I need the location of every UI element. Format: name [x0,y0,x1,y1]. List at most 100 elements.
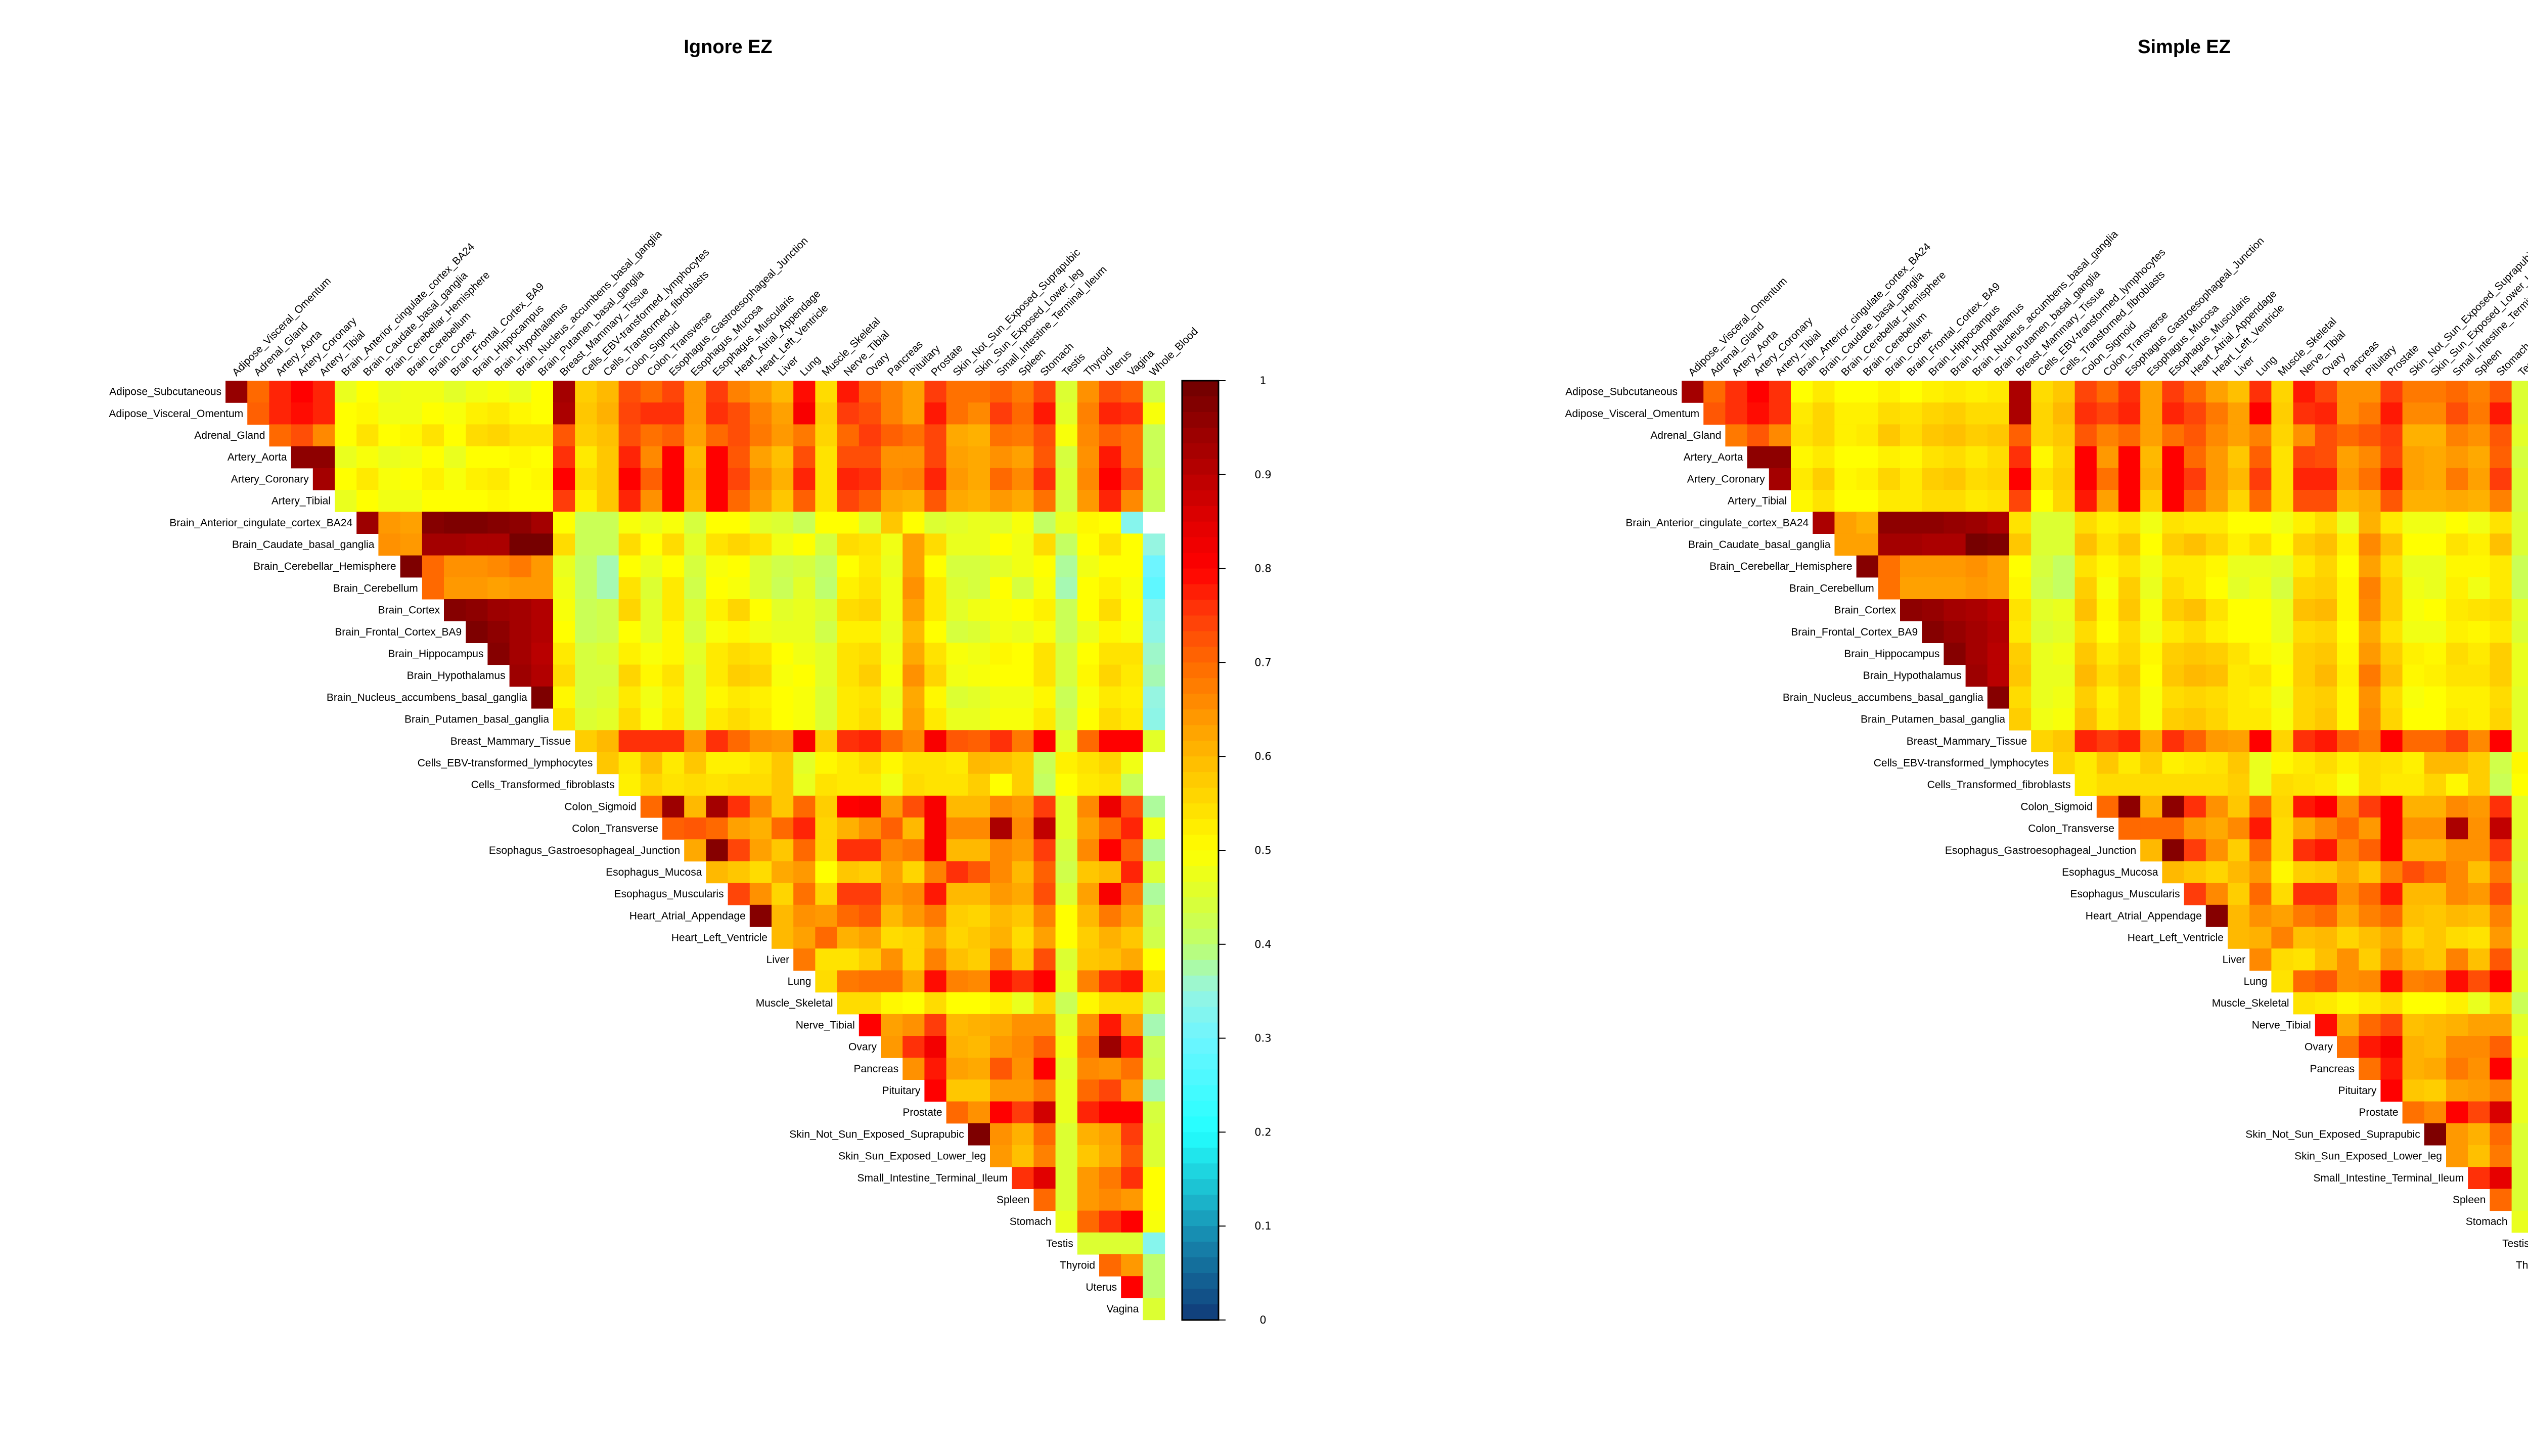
heatmap-cell [1012,1036,1034,1058]
heatmap-cell [924,490,947,512]
heatmap-cell [1856,468,1879,490]
heatmap-cell [749,904,772,927]
heatmap-cell [2162,424,2185,447]
row-label: Small_Intestine_Terminal_Ileum [857,1172,1008,1184]
heatmap-cell [881,708,903,731]
heatmap-cell [1099,599,1121,621]
heatmap-cell [1725,424,1748,447]
heatmap-cell [2468,468,2490,490]
heatmap-cell [2468,643,2490,665]
heatmap-cell [1725,402,1748,425]
heatmap-cell [1099,1123,1121,1146]
heatmap-cell [640,381,663,403]
heatmap-cell [400,512,423,534]
heatmap-cell [946,730,969,752]
heatmap-cell [2249,468,2272,490]
colorbar-segment [1182,803,1218,820]
heatmap-cell [378,490,401,512]
heatmap-cell [2140,795,2162,818]
heatmap-cell [466,490,488,512]
heatmap-cell [1965,402,1988,425]
heatmap-cell [509,490,532,512]
heatmap-cell [2162,664,2185,687]
heatmap-cell [2228,555,2250,578]
heatmap-cell [749,752,772,775]
heatmap-cell [1922,468,1944,490]
row-label: Esophagus_Gastroesophageal_Junction [1945,845,2136,856]
heatmap-cell [2096,490,2119,512]
heatmap-cell [1143,402,1165,425]
heatmap-cell [837,883,860,905]
heatmap-cell [509,621,532,643]
heatmap-cell [618,468,641,490]
heatmap-cell [793,381,816,403]
heatmap-cell [793,555,816,578]
heatmap-cell [815,795,838,818]
heatmap-cell [2162,577,2185,600]
heatmap-cell [2053,402,2075,425]
heatmap-cell [640,686,663,709]
heatmap-cell [2249,730,2272,752]
heatmap-cell [1055,643,1078,665]
heatmap-cell [1121,621,1143,643]
heatmap-cell [815,490,838,512]
heatmap-cell [728,402,750,425]
heatmap-cell [684,621,706,643]
heatmap-cell [881,774,903,796]
heatmap-cell [684,664,706,687]
heatmap-cell [487,446,510,469]
heatmap-cell [1121,643,1143,665]
heatmap-cell [2271,970,2294,993]
heatmap-cell [1099,686,1121,709]
heatmap-cell [1922,621,1944,643]
heatmap-cell [2402,424,2425,447]
heatmap-cell [946,904,969,927]
heatmap-cell [968,883,990,905]
heatmap-cell [2424,664,2447,687]
heatmap-cell [597,381,619,403]
heatmap-cell [1143,708,1165,731]
heatmap-cell [575,555,597,578]
heatmap-cell [1143,533,1165,556]
heatmap-cell [1878,468,1901,490]
heatmap-cell [837,795,860,818]
heatmap-cell [2009,381,2032,403]
heatmap-cell [793,861,816,884]
heatmap-cell [2315,599,2337,621]
heatmap-cell [902,752,925,775]
heatmap-cell [2446,839,2468,861]
heatmap-cell [2380,774,2403,796]
heatmap-cell [1121,752,1143,775]
heatmap-cell [2490,424,2512,447]
heatmap-cell [335,402,357,425]
heatmap-cell [902,730,925,752]
heatmap-cell [1747,402,1770,425]
row-label: Stomach [2466,1216,2508,1227]
heatmap-cell [946,927,969,949]
row-label: Artery_Coronary [1687,473,1766,485]
heatmap-cell [2446,948,2468,971]
heatmap-cell [749,512,772,534]
heatmap-cell [2205,490,2228,512]
heatmap-cell [749,599,772,621]
heatmap-cell [902,970,925,993]
heatmap-cell [2446,730,2468,752]
heatmap-cell [2315,817,2337,840]
heatmap-cell [662,774,685,796]
heatmap-cell [2424,468,2447,490]
heatmap-cell [706,686,729,709]
heatmap-cell [1033,555,1056,578]
heatmap-cell [684,817,706,840]
heatmap-cell [881,490,903,512]
colorbar-tick-label: 0.9 [1254,469,1271,481]
row-label: Brain_Hypothalamus [1863,670,1962,681]
heatmap-cell [1965,533,1988,556]
heatmap-cell [1965,621,1988,643]
heatmap-cell [444,468,466,490]
heatmap-cell [1747,446,1770,469]
heatmap-cell [1099,927,1121,949]
heatmap-cell [968,774,990,796]
row-label: Brain_Cerebellar_Hemisphere [253,561,396,572]
heatmap-cell [1077,927,1100,949]
heatmap-cell [881,643,903,665]
